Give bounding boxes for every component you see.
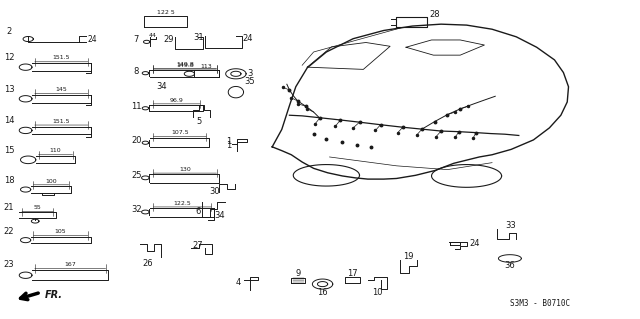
Text: 26: 26 bbox=[143, 259, 153, 268]
Text: 23: 23 bbox=[4, 260, 14, 269]
Text: 2: 2 bbox=[6, 27, 12, 36]
Text: 149.8: 149.8 bbox=[176, 63, 194, 67]
Text: 11: 11 bbox=[131, 102, 141, 111]
Text: 34: 34 bbox=[214, 211, 225, 220]
Text: FR.: FR. bbox=[45, 290, 63, 300]
Text: 21: 21 bbox=[4, 203, 14, 212]
Text: 122 5: 122 5 bbox=[157, 10, 175, 15]
Text: 122.5: 122.5 bbox=[173, 201, 191, 206]
Text: 100: 100 bbox=[45, 179, 57, 183]
Text: 36: 36 bbox=[504, 261, 515, 270]
Text: 113: 113 bbox=[201, 64, 212, 69]
Text: 35: 35 bbox=[244, 77, 255, 86]
Text: 30: 30 bbox=[209, 187, 220, 196]
Text: 13: 13 bbox=[4, 85, 14, 94]
Text: 130: 130 bbox=[179, 167, 191, 172]
Text: 7: 7 bbox=[134, 35, 139, 44]
Text: 10: 10 bbox=[372, 288, 383, 297]
Text: 33: 33 bbox=[506, 221, 516, 230]
Text: 3: 3 bbox=[247, 69, 253, 78]
Text: 22: 22 bbox=[4, 227, 14, 236]
Text: 1: 1 bbox=[226, 141, 231, 150]
Text: 28: 28 bbox=[429, 10, 440, 19]
Text: 55: 55 bbox=[34, 205, 42, 211]
Text: 1: 1 bbox=[227, 137, 232, 146]
Text: S3M3 - B0710C: S3M3 - B0710C bbox=[510, 299, 570, 308]
Text: 31: 31 bbox=[194, 33, 204, 42]
Text: 19: 19 bbox=[403, 252, 414, 261]
Text: 17: 17 bbox=[347, 270, 358, 278]
Text: 149.8: 149.8 bbox=[176, 63, 194, 68]
Text: 34: 34 bbox=[157, 82, 167, 91]
Text: 4: 4 bbox=[236, 278, 241, 287]
Text: 151.5: 151.5 bbox=[52, 56, 70, 61]
Text: 24: 24 bbox=[87, 34, 97, 43]
Text: 110: 110 bbox=[50, 148, 61, 153]
Text: 20: 20 bbox=[131, 136, 141, 145]
Text: 15: 15 bbox=[4, 146, 14, 155]
Text: 9: 9 bbox=[296, 270, 301, 278]
Text: 12: 12 bbox=[4, 53, 14, 62]
Text: 44: 44 bbox=[149, 33, 157, 38]
Text: 32: 32 bbox=[131, 205, 142, 214]
Text: 145: 145 bbox=[56, 87, 67, 92]
Text: 96.9: 96.9 bbox=[170, 98, 184, 102]
Text: 5: 5 bbox=[196, 117, 202, 126]
Text: 24: 24 bbox=[242, 34, 253, 43]
Text: 151.5: 151.5 bbox=[52, 119, 70, 124]
Text: 18: 18 bbox=[4, 176, 14, 185]
Text: 29: 29 bbox=[163, 35, 173, 44]
Text: 16: 16 bbox=[317, 288, 328, 297]
Text: 8: 8 bbox=[134, 67, 139, 76]
Text: 25: 25 bbox=[131, 171, 141, 181]
Text: 6: 6 bbox=[195, 207, 200, 216]
Text: 24: 24 bbox=[469, 240, 479, 249]
Text: 105: 105 bbox=[55, 229, 67, 234]
Text: 167: 167 bbox=[65, 262, 76, 267]
Text: 27: 27 bbox=[193, 241, 203, 250]
Text: 107.5: 107.5 bbox=[171, 130, 189, 136]
Text: 14: 14 bbox=[4, 116, 14, 125]
